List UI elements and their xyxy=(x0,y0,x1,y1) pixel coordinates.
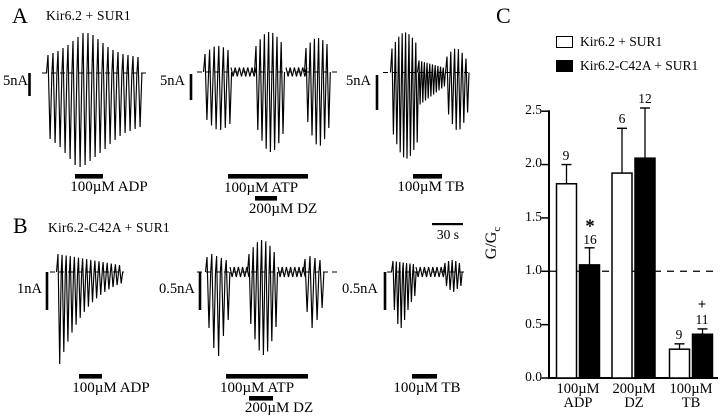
x-cat-tb-line1: 100µM xyxy=(669,381,713,397)
y-tick-2.5: 2.5 xyxy=(525,102,542,117)
y-axis-label: G/Gc xyxy=(483,227,503,259)
bar-chart-layer xyxy=(541,107,718,379)
n-label-white-tb: 9 xyxy=(675,327,683,342)
panel-b-title: Kir6.2-C42A + SUR1 xyxy=(48,220,170,235)
panel-a-title: Kir6.2 + SUR1 xyxy=(46,8,131,23)
trace-a1-drug-adp-label: 100µM ADP xyxy=(70,179,148,195)
legend-label: Kir6.2 + SUR1 xyxy=(580,34,663,49)
y-tick-2.0: 2.0 xyxy=(525,155,542,170)
n-label-black-dz: 12 xyxy=(638,91,652,106)
trace-a2-drug-dz-label: 200µM DZ xyxy=(248,201,318,217)
x-cat-adp-line1: 100µM xyxy=(556,381,600,397)
legend-item-kir62-sur1: Kir6.2 + SUR1 xyxy=(556,34,698,50)
trace-b2-drug-dz-label: 200µM DZ xyxy=(244,400,314,416)
trace-b2-drug-atp-label: 100µM ATP xyxy=(219,380,295,396)
trace-a2-drug-atp-label: 100µM ATP xyxy=(223,180,299,196)
legend-item-kir62c42a-sur1: Kir6.2-C42A + SUR1 xyxy=(556,58,698,74)
n-label-black-adp: 16 xyxy=(583,232,597,247)
trace-b1-scale-label: 1nA xyxy=(17,281,42,297)
x-cat-dz-line2: DZ xyxy=(624,395,644,411)
legend-label: Kir6.2-C42A + SUR1 xyxy=(580,58,699,73)
y-tick-0.5: 0.5 xyxy=(525,316,542,331)
n-label-black-tb: 11 xyxy=(695,312,709,327)
y-tick-1.0: 1.0 xyxy=(525,262,542,277)
chart-legend: Kir6.2 + SUR1 Kir6.2-C42A + SUR1 xyxy=(556,34,698,82)
y-axis-label-subscript: c xyxy=(491,226,504,232)
filled-square-swatch-icon xyxy=(556,60,573,72)
trace-a3-drug-tb-label: 100µM TB xyxy=(397,179,465,195)
panel-c-letter: C xyxy=(496,3,511,28)
time-scale-label: 30 s xyxy=(436,227,460,242)
y-tick-1.5: 1.5 xyxy=(525,209,542,224)
significance-plus: + xyxy=(697,297,707,313)
x-cat-dz-line1: 200µM xyxy=(612,381,656,397)
x-cat-tb-line2: TB xyxy=(681,395,701,411)
panel-a-letter: A xyxy=(12,3,28,28)
trace-b3-drug-tb-label: 100µM TB xyxy=(393,380,461,396)
trace-a3-scale-label: 5nA xyxy=(346,73,371,89)
significance-asterisk: * xyxy=(585,216,595,237)
trace-a2-scale-label: 5nA xyxy=(160,73,185,89)
open-square-swatch-icon xyxy=(556,36,573,48)
trace-b2-scale-label: 0.5nA xyxy=(159,281,195,297)
trace-b3-scale-label: 0.5nA xyxy=(342,281,378,297)
y-axis-label-main: G/G xyxy=(482,231,500,260)
y-tick-0.0: 0.0 xyxy=(525,369,542,384)
x-cat-adp-line2: ADP xyxy=(563,395,593,411)
trace-b1-drug-adp-label: 100µM ADP xyxy=(72,380,150,396)
current-traces-layer xyxy=(28,31,470,401)
n-label-white-adp: 9 xyxy=(562,148,570,163)
n-label-white-dz: 6 xyxy=(618,111,626,126)
trace-a1-scale-label: 5nA xyxy=(3,73,28,89)
panel-b-letter: B xyxy=(13,213,28,238)
